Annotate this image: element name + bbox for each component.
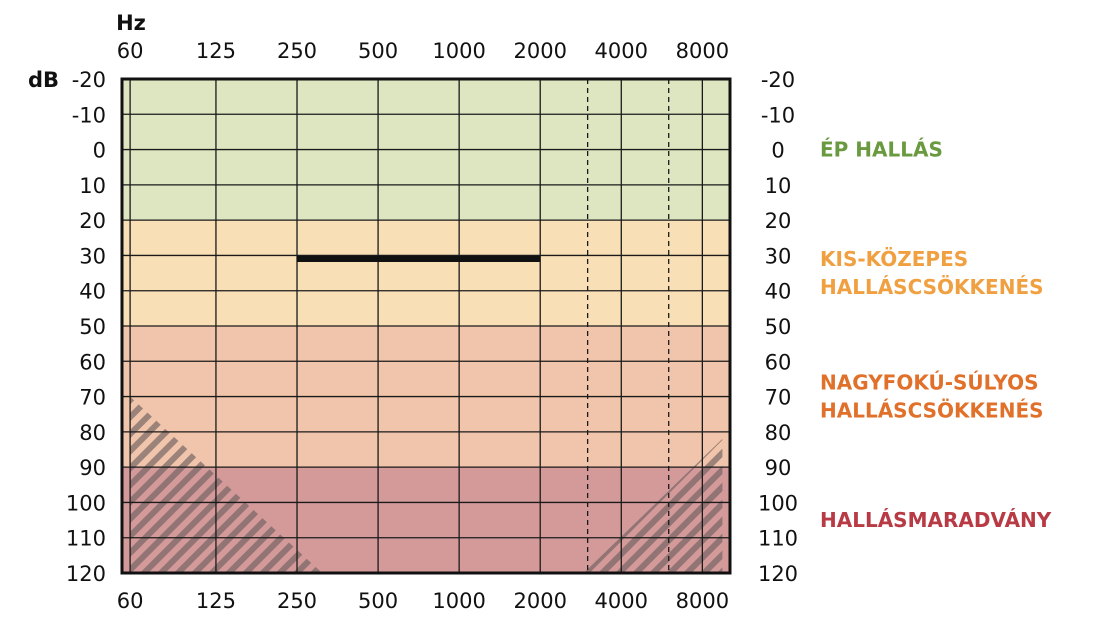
y-tick-right-11: 90: [765, 456, 792, 480]
y-tick-right-9: 70: [765, 386, 792, 410]
hatched-region-0: [130, 396, 323, 573]
zone-label-2-line-1: HALLÁSCSÖKKENÉS: [820, 399, 1044, 423]
y-tick-left-4: 20: [79, 209, 106, 233]
hatched-regions: [130, 396, 723, 573]
y-tick-right-7: 50: [765, 315, 792, 339]
x-tick-bottom-6: 4000: [595, 589, 648, 613]
y-tick-right-6: 40: [765, 280, 792, 304]
y-tick-right-8: 60: [765, 350, 792, 374]
y-tick-left-2: 0: [93, 139, 106, 163]
zone-label-1-line-0: KIS-KÖZEPES: [820, 247, 968, 271]
y-tick-right-4: 20: [765, 209, 792, 233]
y-tick-right-5: 30: [765, 244, 792, 268]
y-tick-right-1: -10: [761, 103, 795, 127]
y-tick-left-6: 40: [79, 280, 106, 304]
y-tick-left-10: 80: [79, 421, 106, 445]
hatched-region-1: [583, 438, 723, 573]
x-tick-bottom-3: 500: [358, 589, 398, 613]
x-tick-bottom-2: 250: [277, 589, 317, 613]
x-tick-bottom-7: 8000: [676, 589, 729, 613]
y-tick-left-3: 10: [79, 174, 106, 198]
y-tick-right-0: -20: [761, 68, 795, 92]
y-tick-left-9: 70: [79, 386, 106, 410]
zone-labels: ÉP HALLÁS KIS-KÖZEPES HALLÁSCSÖKKENÉS NAGYF…: [820, 138, 1052, 532]
x-tick-top-7: 8000: [676, 39, 729, 63]
y-tick-left-1: -10: [72, 103, 106, 127]
zone-label-3-line-0: HALLÁSMARADVÁNY: [820, 508, 1052, 532]
zone-band-1: [122, 220, 730, 326]
x-tick-top-3: 500: [358, 39, 398, 63]
y-tick-left-14: 120: [66, 562, 106, 586]
y-tick-left-12: 100: [66, 491, 106, 515]
x-tick-top-5: 2000: [513, 39, 566, 63]
x-tick-top-4: 1000: [432, 39, 485, 63]
y-tick-right-10: 80: [765, 421, 792, 445]
plot-border: [120, 77, 732, 575]
x-tick-bottom-0: 60: [117, 589, 144, 613]
zone-label-0-line-0: ÉP HALLÁS: [820, 138, 943, 162]
x-tick-top-0: 60: [117, 39, 144, 63]
x-tick-bottom-1: 125: [196, 589, 236, 613]
plot-frame: [120, 77, 732, 575]
axis-labels: HzdB606012512525025050050010001000200020…: [28, 11, 798, 613]
y-unit-label: dB: [28, 68, 59, 92]
x-tick-top-1: 125: [196, 39, 236, 63]
x-tick-top-6: 4000: [595, 39, 648, 63]
y-tick-left-0: -20: [72, 68, 106, 92]
y-tick-left-5: 30: [79, 244, 106, 268]
zone-label-1-line-1: HALLÁSCSÖKKENÉS: [820, 275, 1044, 299]
y-tick-left-13: 110: [66, 527, 106, 551]
y-tick-right-2: 0: [771, 139, 784, 163]
y-tick-left-7: 50: [79, 315, 106, 339]
y-tick-left-11: 90: [79, 456, 106, 480]
x-tick-bottom-5: 2000: [513, 589, 566, 613]
x-tick-bottom-4: 1000: [432, 589, 485, 613]
y-tick-right-14: 120: [758, 562, 798, 586]
y-tick-left-8: 60: [79, 350, 106, 374]
x-unit-label: Hz: [116, 11, 146, 35]
y-tick-right-13: 110: [758, 527, 798, 551]
y-tick-right-3: 10: [765, 174, 792, 198]
zone-label-2-line-0: NAGYFOKÚ-SÚLYOS: [820, 371, 1038, 395]
x-tick-top-2: 250: [277, 39, 317, 63]
y-tick-right-12: 100: [758, 491, 798, 515]
